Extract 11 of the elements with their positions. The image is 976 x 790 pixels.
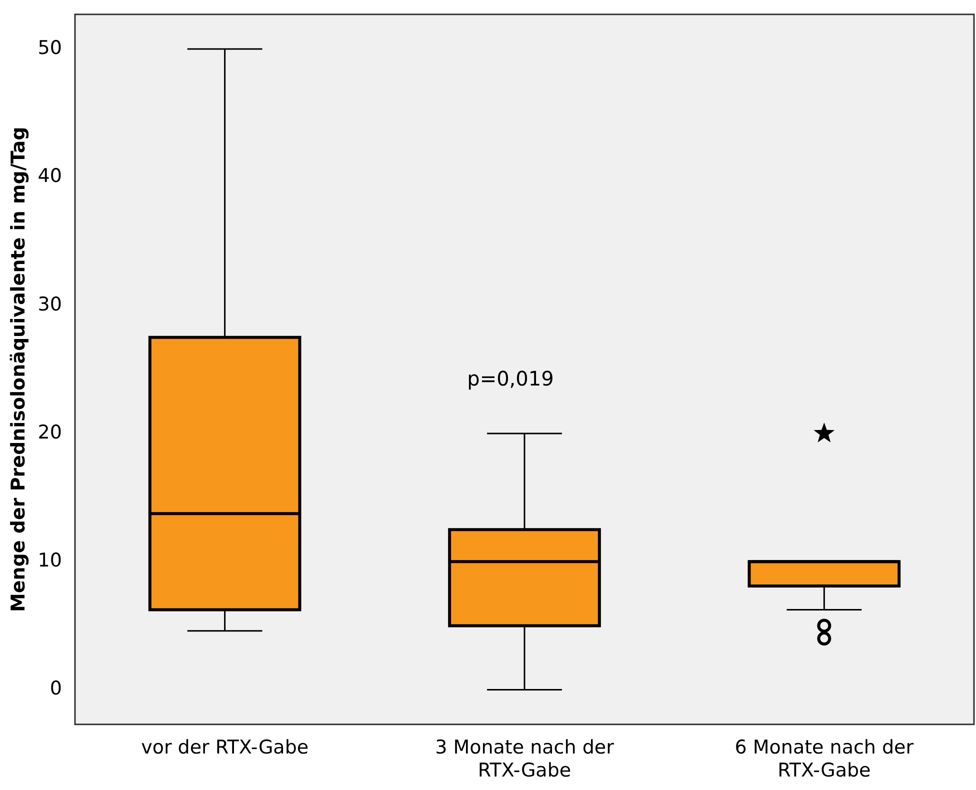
x-tick-label: vor der RTX-Gabe — [141, 736, 309, 759]
x-tick-label: 6 Monate nach der RTX-Gabe — [734, 736, 914, 782]
annotation: p=0,019 — [467, 366, 554, 390]
y-tick-label: 30 — [38, 293, 62, 316]
y-tick-label: 50 — [38, 36, 62, 59]
y-axis-title: Menge der Prednisolonäquivalente in mg/Tag — [7, 126, 30, 612]
y-tick-label: 0 — [50, 678, 62, 700]
y-tick-label: 40 — [38, 165, 62, 188]
y-tick-label: 10 — [38, 550, 62, 572]
x-tick-label: 3 Monate nach der RTX-Gabe — [435, 736, 614, 782]
y-tick-label: 20 — [38, 421, 62, 444]
